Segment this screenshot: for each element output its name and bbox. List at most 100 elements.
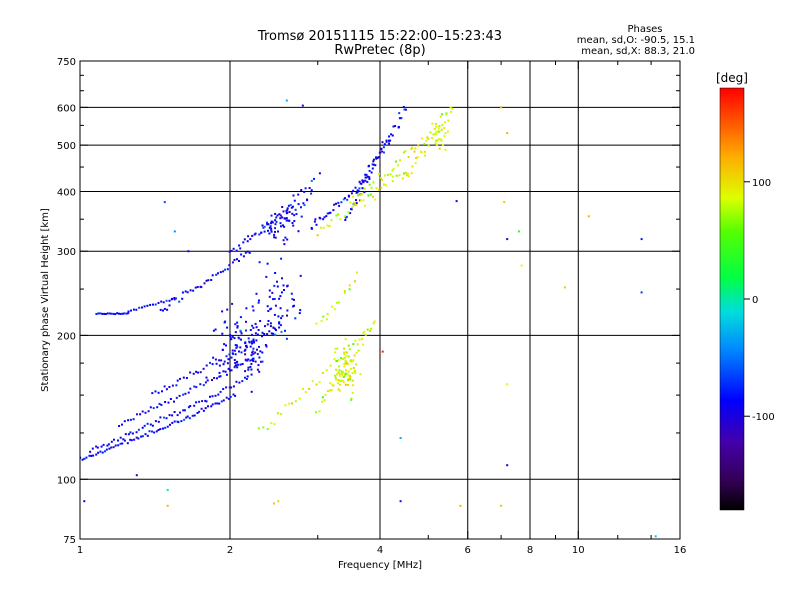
echo-point (163, 385, 166, 388)
echo-point (321, 372, 324, 374)
echo-point (140, 435, 143, 438)
echo-point (102, 443, 105, 446)
echo-point (258, 233, 261, 236)
echo-point (193, 385, 196, 388)
echo-point (225, 396, 228, 399)
echo-point (291, 222, 294, 224)
echo-point (442, 143, 444, 146)
echo-point (273, 284, 276, 287)
echo-point (274, 304, 277, 307)
echo-point (274, 219, 277, 222)
echo-point (83, 457, 86, 460)
echo-point (266, 323, 269, 326)
echo-point (281, 216, 284, 219)
echo-point (279, 222, 282, 225)
echo-point (246, 375, 249, 378)
echo-point (144, 411, 147, 414)
echo-point (238, 381, 241, 384)
echo-point (353, 280, 356, 283)
echo-point (322, 218, 325, 221)
echo-point (245, 346, 248, 349)
echo-point (195, 401, 198, 404)
echo-point (166, 504, 169, 507)
echo-point (129, 438, 132, 441)
x-tick-label: 10 (572, 545, 585, 556)
echo-point (266, 428, 269, 431)
echo-point (168, 414, 171, 417)
echo-point (101, 312, 104, 315)
echo-point (438, 147, 441, 150)
echo-point (395, 160, 397, 163)
echo-point (122, 312, 124, 315)
echo-point (355, 363, 358, 366)
echo-point (205, 376, 208, 379)
echo-point (387, 139, 390, 142)
echo-point (224, 268, 226, 271)
echo-point (233, 337, 236, 340)
echo-point (165, 299, 168, 302)
echo-point (244, 376, 246, 379)
echo-point (399, 159, 401, 162)
echo-point (268, 330, 271, 333)
echo-point (259, 320, 262, 322)
echo-point (250, 354, 253, 357)
echo-point (251, 333, 253, 336)
echo-point (263, 333, 266, 335)
echo-point (455, 200, 458, 203)
echo-point (189, 387, 192, 390)
echo-point (236, 326, 239, 329)
echo-point (402, 106, 405, 108)
echo-point (445, 112, 448, 115)
echo-point (211, 403, 214, 406)
echo-point (431, 137, 433, 139)
echo-point (381, 150, 384, 153)
echo-point (239, 363, 242, 366)
echo-point (221, 310, 224, 313)
echo-point (280, 317, 283, 320)
echo-point (329, 364, 332, 367)
echo-point (381, 178, 383, 181)
echo-point (403, 108, 406, 111)
echo-point (289, 203, 292, 206)
echo-point (178, 394, 181, 397)
echo-point (398, 174, 401, 177)
echo-point (269, 325, 272, 328)
echo-point (346, 198, 349, 201)
echo-point (236, 345, 239, 348)
echo-point (291, 402, 293, 405)
echo-point (272, 326, 275, 329)
echo-point (252, 326, 255, 329)
echo-point (165, 417, 168, 420)
echo-point (280, 291, 283, 294)
echo-point (141, 435, 144, 438)
echo-point (286, 314, 288, 317)
echo-point (113, 438, 115, 441)
echo-point (297, 203, 300, 206)
echo-point (162, 301, 165, 304)
echo-point (250, 362, 253, 365)
echo-point (352, 384, 355, 387)
echo-point (416, 156, 419, 159)
echo-point (266, 262, 269, 265)
echo-point (383, 151, 385, 154)
echo-point (334, 374, 336, 377)
echo-point (246, 250, 249, 253)
echo-point (247, 337, 250, 340)
echo-point (337, 201, 340, 204)
echo-point (414, 147, 417, 150)
echo-point (281, 315, 284, 317)
echo-point (315, 411, 318, 414)
echo-point (184, 290, 187, 293)
echo-point (443, 121, 446, 124)
echo-point (371, 163, 374, 166)
echo-point (240, 338, 242, 341)
echo-point (225, 386, 228, 389)
echo-point (215, 362, 218, 365)
echo-point (100, 445, 103, 448)
echo-point (242, 255, 245, 258)
echo-point (434, 142, 437, 145)
echo-point (377, 188, 380, 191)
echo-point (339, 218, 342, 221)
echo-point (151, 424, 154, 427)
echo-point (368, 183, 371, 186)
